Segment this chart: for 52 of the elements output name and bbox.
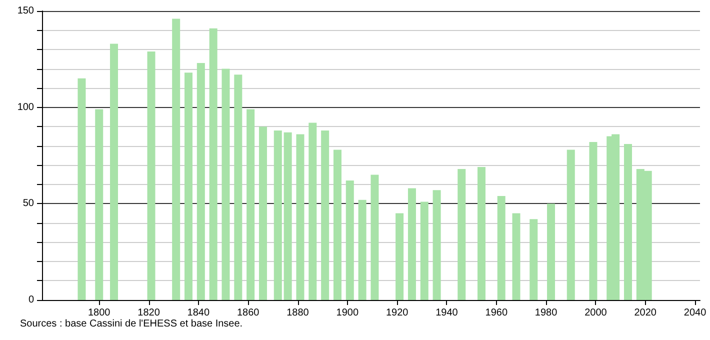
bar bbox=[209, 28, 218, 300]
bar bbox=[512, 213, 520, 300]
bar bbox=[346, 180, 354, 300]
bar bbox=[477, 167, 486, 300]
x-tick-label: 2020 bbox=[634, 308, 657, 318]
bar bbox=[110, 44, 118, 300]
bar bbox=[296, 134, 304, 300]
x-tick-label: 1900 bbox=[336, 308, 359, 318]
bar bbox=[566, 150, 575, 300]
bar bbox=[258, 126, 267, 300]
x-tick-label: 1960 bbox=[485, 308, 508, 318]
x-tick-label: 1940 bbox=[436, 308, 458, 318]
bar bbox=[234, 74, 242, 300]
bar bbox=[432, 190, 441, 300]
bar bbox=[147, 51, 156, 300]
bar bbox=[420, 202, 428, 300]
bar bbox=[458, 168, 466, 300]
x-tick-label: 1980 bbox=[534, 308, 558, 318]
bar bbox=[333, 150, 342, 300]
bar bbox=[246, 109, 255, 300]
bar bbox=[358, 200, 366, 300]
bar bbox=[196, 63, 205, 300]
x-tick-label: 1820 bbox=[138, 308, 160, 318]
x-tick-label: 2000 bbox=[584, 308, 608, 318]
x-tick-label: 1800 bbox=[88, 308, 111, 318]
bar bbox=[308, 122, 317, 300]
bar bbox=[396, 213, 404, 300]
y-tick-label: 50 bbox=[22, 198, 34, 210]
bar bbox=[274, 130, 282, 300]
y-tick-label: 100 bbox=[17, 102, 34, 113]
x-tick-label: 1880 bbox=[286, 308, 310, 318]
x-tick-label: 2040 bbox=[684, 308, 707, 318]
y-tick-label: 150 bbox=[17, 6, 34, 16]
bar bbox=[370, 174, 379, 300]
bar bbox=[78, 78, 86, 300]
x-tick-label: 1840 bbox=[187, 308, 210, 318]
bar bbox=[530, 219, 538, 300]
bar bbox=[547, 204, 556, 300]
bar bbox=[95, 109, 104, 300]
bar bbox=[408, 188, 416, 300]
bar bbox=[284, 132, 292, 300]
bar bbox=[624, 144, 632, 300]
source-note: Sources : base Cassini de l'EHESS et base Insee. bbox=[20, 318, 243, 330]
bar bbox=[184, 72, 192, 300]
y-tick-label: 0 bbox=[28, 294, 34, 306]
bar bbox=[497, 196, 506, 300]
bar bbox=[172, 18, 180, 300]
x-tick-label: 1860 bbox=[236, 308, 260, 318]
bar bbox=[222, 68, 230, 300]
bar bbox=[321, 130, 330, 300]
bar bbox=[589, 142, 598, 300]
x-tick-label: 1920 bbox=[386, 308, 409, 318]
